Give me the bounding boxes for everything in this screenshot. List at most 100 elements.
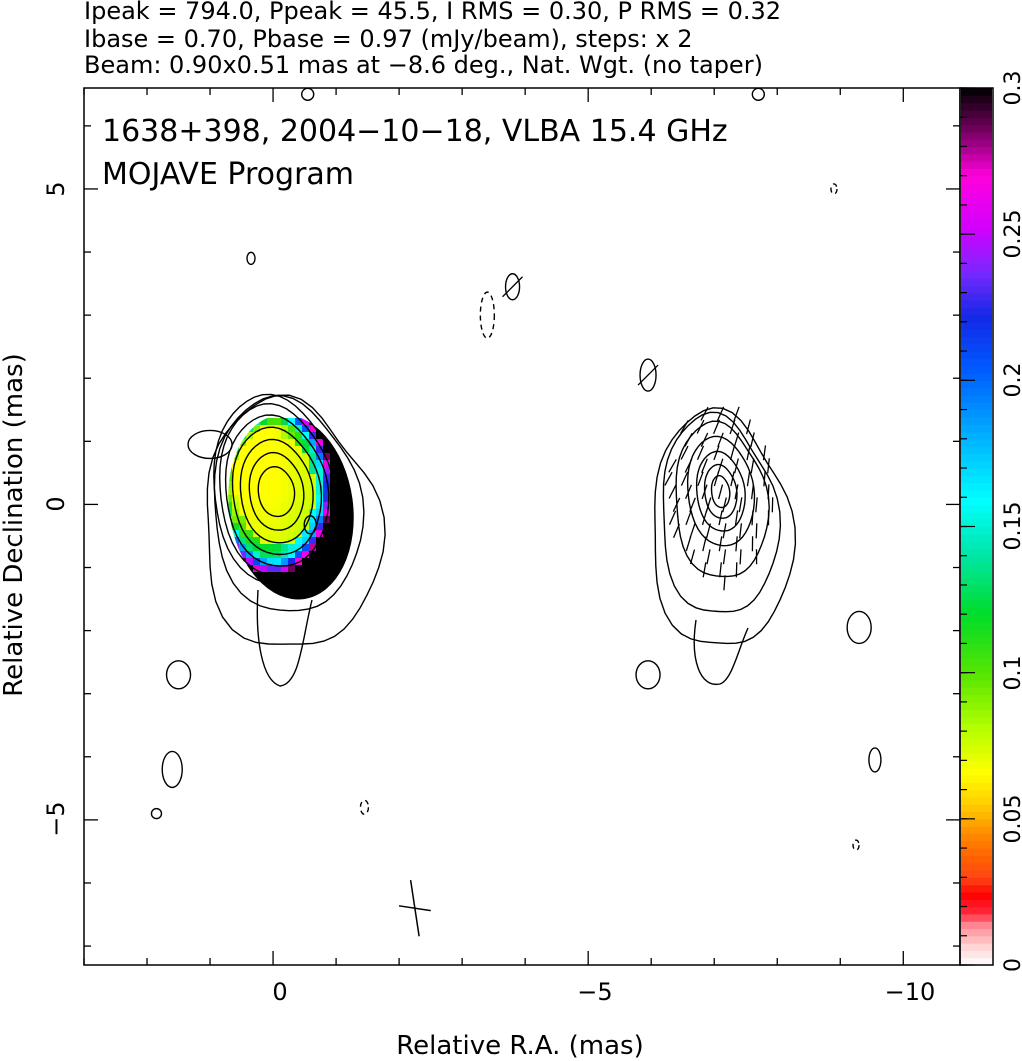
colorbar-segment — [961, 957, 992, 966]
heatmap-pixel — [267, 488, 274, 495]
heatmap-pixel — [288, 579, 295, 586]
colorbar-segment — [961, 256, 992, 264]
heatmap-pixel — [288, 446, 295, 453]
heatmap-pixel — [260, 418, 267, 425]
heatmap-pixel — [323, 467, 330, 474]
heatmap-pixel — [309, 523, 316, 530]
colorbar-segment — [961, 219, 992, 228]
heatmap-pixel — [295, 565, 302, 572]
heatmap-pixel — [225, 586, 232, 593]
heatmap-pixel — [246, 502, 253, 509]
heatmap-pixel — [316, 481, 323, 488]
heatmap-pixel — [337, 453, 344, 460]
heatmap-pixel — [274, 572, 281, 579]
heatmap-pixel — [260, 565, 267, 572]
heatmap-pixel — [351, 502, 358, 509]
heatmap-pixel — [330, 488, 337, 495]
heatmap-pixel — [246, 453, 253, 460]
heatmap-pixel — [246, 439, 253, 446]
heatmap-pixel — [351, 572, 358, 579]
heatmap-pixel — [295, 572, 302, 579]
heatmap-pixel — [281, 495, 288, 502]
pol-vector — [767, 484, 770, 500]
heatmap-pixel — [246, 446, 253, 453]
heatmap-pixel — [288, 516, 295, 523]
colorbar — [961, 88, 992, 966]
heatmap-pixel — [323, 509, 330, 516]
colorbar-segment — [961, 913, 992, 922]
colorbar-label-3: 0.15 — [1001, 502, 1022, 551]
heatmap-pixel — [267, 446, 274, 453]
heatmap-pixel — [267, 453, 274, 460]
colorbar-segment — [961, 570, 992, 579]
colorbar-segment — [961, 891, 992, 900]
heatmap-pixel — [351, 579, 358, 586]
colorbar-segment — [961, 424, 992, 433]
heatmap-pixel — [260, 586, 267, 593]
colorbar-segment — [961, 672, 992, 681]
heatmap-pixel — [351, 488, 358, 495]
heatmap-pixel — [351, 481, 358, 488]
heatmap-pixel — [316, 488, 323, 495]
heatmap-pixel — [344, 516, 351, 523]
heatmap-pixel — [267, 467, 274, 474]
heatmap-pixel — [288, 453, 295, 460]
heatmap-pixel — [274, 579, 281, 586]
heatmap-pixel — [302, 607, 309, 608]
heatmap-pixel — [323, 586, 330, 593]
colorbar-segment — [961, 460, 992, 469]
pol-vector — [664, 471, 673, 486]
colorbar-label-5: 0.25 — [1001, 210, 1022, 259]
heatmap-pixel — [253, 446, 260, 453]
isolated-contour — [846, 610, 872, 645]
colorbar-segment — [961, 665, 992, 674]
heatmap-pixel — [358, 523, 365, 530]
heatmap-pixel — [267, 593, 274, 600]
colorbar-segment — [961, 701, 992, 710]
heatmap-pixel — [295, 495, 302, 502]
heatmap-pixel — [323, 481, 330, 488]
pol-vector — [722, 523, 727, 539]
heatmap-pixel — [323, 523, 330, 530]
heatmap-pixel — [288, 418, 295, 425]
heatmap-pixel — [323, 544, 330, 551]
heatmap-pixel — [323, 572, 330, 579]
heatmap-pixel — [281, 509, 288, 516]
heatmap-pixel — [295, 544, 302, 551]
colorbar-segment — [961, 285, 992, 294]
heatmap-pixel — [330, 467, 337, 474]
pol-vector — [696, 419, 705, 434]
contour-right — [662, 411, 782, 613]
heatmap-pixel — [316, 544, 323, 551]
heatmap-pixel — [288, 509, 295, 516]
heatmap-pixel — [232, 460, 239, 467]
heatmap-pixel — [232, 607, 239, 608]
pol-vector — [738, 497, 743, 513]
colorbar-segment — [961, 139, 992, 148]
heatmap-pixel — [253, 488, 260, 495]
heatmap-pixel — [253, 523, 260, 530]
colorbar-segment — [961, 453, 992, 462]
heatmap-pixel — [302, 467, 309, 474]
isolated-contour — [150, 807, 163, 820]
pol-vector — [696, 445, 705, 460]
x-tick-label-2: −10 — [885, 978, 936, 1006]
heatmap-pixel — [267, 432, 274, 439]
colorbar-segment — [961, 321, 992, 330]
heatmap-pixel — [253, 572, 260, 579]
heatmap-pixel — [351, 446, 358, 453]
pol-vector — [668, 510, 677, 525]
colorbar-segment — [961, 102, 992, 111]
y-ticks — [84, 125, 960, 947]
pol-vector — [717, 432, 724, 448]
heatmap-pixel — [295, 425, 302, 432]
heatmap-pixel — [309, 425, 316, 432]
heatmap-pixel — [274, 565, 281, 572]
colorbar-segment — [961, 438, 992, 447]
colorbar-segment — [961, 606, 992, 615]
heatmap-pixel — [281, 460, 288, 467]
heatmap-pixel — [358, 432, 365, 439]
contour-left — [231, 426, 323, 556]
pol-vector — [689, 549, 696, 565]
heatmap-pixel — [239, 544, 246, 551]
